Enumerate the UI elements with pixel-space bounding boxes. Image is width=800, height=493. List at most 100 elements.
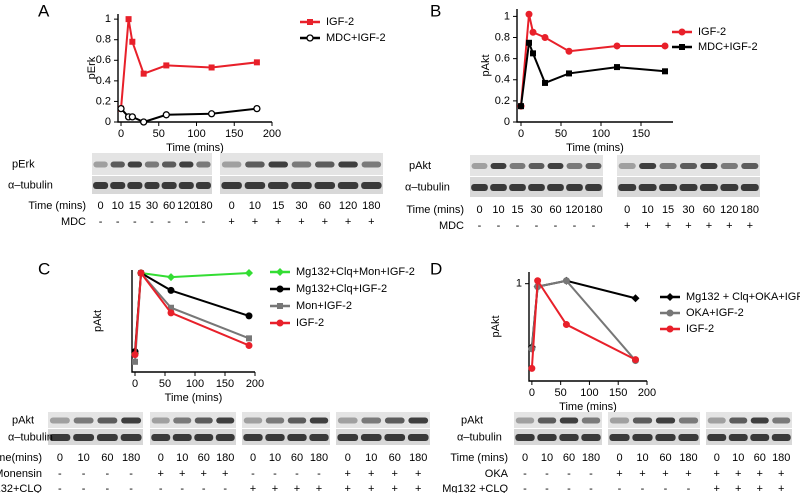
marker	[208, 64, 215, 71]
row-cell: 10	[642, 204, 654, 216]
blot-band	[741, 163, 759, 169]
legend-label: Mon+IGF-2	[296, 300, 352, 312]
panel-letter: A	[38, 1, 50, 20]
blot-label: α–tubulin	[8, 179, 53, 191]
series-line	[120, 18, 258, 109]
x-tick-label: 200	[246, 378, 264, 390]
row-cell: 10	[269, 452, 281, 464]
blot-background	[150, 429, 236, 445]
x-tick-label: 100	[592, 128, 610, 140]
row-cell: 15	[129, 200, 141, 212]
blot-band	[144, 161, 160, 168]
row-cell: 180	[216, 452, 234, 464]
blot-band	[679, 163, 698, 169]
legend-label: Mg132+Clq+IGF-2	[296, 283, 387, 295]
series-line	[520, 14, 665, 107]
blot-band	[337, 417, 358, 424]
marker	[163, 62, 170, 69]
row-cell: +	[392, 483, 398, 493]
y-axis-label: pErk	[86, 56, 98, 79]
row-cell: 0	[57, 452, 63, 464]
blot-band	[772, 417, 791, 424]
row-cell: +	[726, 220, 732, 232]
row-cell: 180	[409, 452, 427, 464]
marker	[307, 19, 313, 25]
row-cell: +	[757, 483, 763, 493]
blot-label: pAkt	[12, 414, 34, 426]
blot-band	[244, 182, 266, 189]
row-cell: -	[159, 483, 163, 493]
row-label: MDC	[61, 216, 86, 228]
blot-band	[537, 417, 557, 424]
marker	[566, 70, 572, 77]
blot-band	[618, 184, 637, 191]
blot-band	[243, 434, 263, 441]
row-cell: -	[184, 216, 188, 228]
y-tick-label: 0.4	[96, 75, 111, 87]
blot-band	[632, 434, 653, 441]
y-axis-label: pAkt	[490, 315, 502, 337]
blot-band	[49, 417, 70, 424]
row-cell: -	[116, 216, 120, 228]
blot-band	[96, 434, 118, 441]
marker	[253, 104, 261, 113]
blot-band	[707, 417, 726, 424]
blot-band	[221, 161, 242, 168]
blot-band	[265, 434, 285, 441]
row-cell: 60	[319, 200, 331, 212]
marker	[679, 44, 685, 50]
marker	[631, 294, 640, 303]
legend-label: MDC+IGF-2	[326, 32, 386, 44]
marker	[678, 28, 686, 36]
blot-band	[267, 182, 289, 189]
blot-background	[48, 429, 143, 445]
row-cell: 120	[177, 200, 195, 212]
marker	[129, 38, 136, 45]
row-cell: -	[317, 468, 321, 480]
blot-label: pAkt	[409, 160, 431, 172]
blot-band	[720, 184, 739, 191]
blot-band	[309, 434, 329, 441]
row-cell: +	[201, 468, 207, 480]
blot-label: α–tubulin	[457, 431, 502, 443]
row-cell: -	[295, 468, 299, 480]
blot-band	[515, 417, 535, 424]
row-cell: -	[273, 468, 277, 480]
marker	[530, 50, 536, 57]
x-axis-label: Time (mins)	[559, 401, 617, 413]
blot-band	[360, 434, 382, 441]
blot-band	[291, 161, 312, 168]
row-cell: +	[415, 483, 421, 493]
marker	[542, 79, 548, 86]
blot-band	[287, 417, 307, 424]
row-cell: -	[202, 216, 206, 228]
x-tick-label: 150	[216, 378, 234, 390]
row-cell: +	[272, 483, 278, 493]
row-cell: 10	[636, 452, 648, 464]
marker	[541, 34, 549, 42]
blot-background	[608, 429, 700, 445]
row-cell: 60	[163, 200, 175, 212]
marker	[631, 356, 639, 364]
row-cell: +	[778, 483, 784, 493]
blot-label: α–tubulin	[405, 181, 450, 193]
blot-background	[706, 412, 792, 428]
row-cell: -	[618, 483, 622, 493]
blot-band	[194, 434, 214, 441]
blot-band	[707, 434, 727, 441]
x-tick-label: 50	[159, 378, 171, 390]
blot-band	[740, 184, 759, 191]
row-cell: 180	[679, 452, 697, 464]
row-cell: +	[368, 468, 374, 480]
blot-band	[638, 184, 657, 191]
row-cell: -	[516, 220, 520, 232]
blot-band	[509, 184, 526, 191]
blot-band	[93, 182, 109, 189]
blot-band	[728, 434, 748, 441]
marker	[528, 364, 536, 372]
blot-band	[361, 417, 382, 424]
row-cell: 180	[362, 200, 380, 212]
marker	[168, 304, 174, 311]
row-label: OKA	[485, 468, 509, 480]
